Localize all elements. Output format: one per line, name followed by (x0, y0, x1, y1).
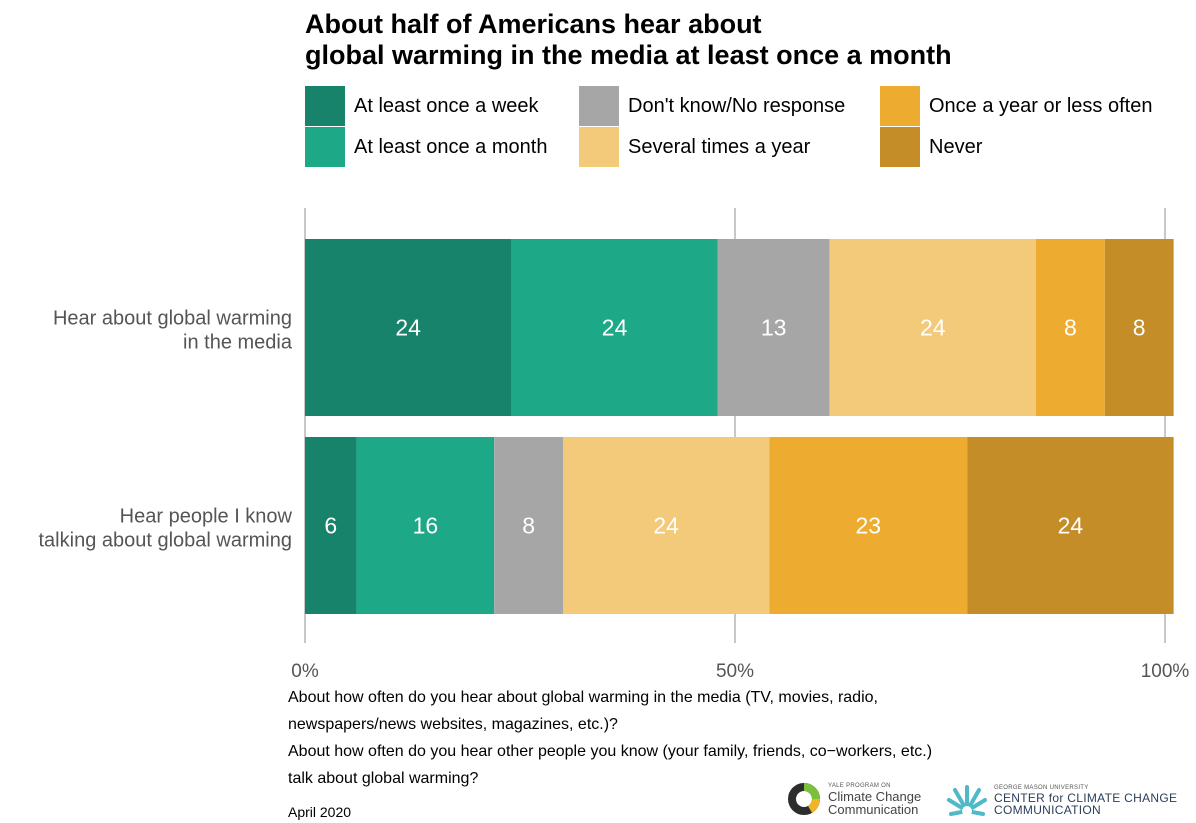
gmu-sunburst-icon (947, 785, 987, 816)
bar-value-label-1-4: 23 (856, 513, 882, 539)
x-tick-label-1: 50% (716, 661, 754, 682)
yale-logo-small: YALE PROGRAM ON (828, 783, 891, 789)
bar-value-label-0-3: 24 (920, 315, 946, 341)
bar-segment-0-4 (1036, 239, 1105, 416)
legend-item-weekly: At least once a week (305, 86, 539, 126)
chart-title: About half of Americans hear about globa… (305, 9, 952, 71)
category-label-0-line-2: in the media (183, 332, 293, 354)
note-line-1: About how often do you hear about global… (288, 689, 878, 706)
category-label-1-line-2: talking about global warming (39, 530, 293, 552)
bar-segment-0-5 (1104, 239, 1174, 416)
legend-label-once-a-year: Once a year or less often (929, 94, 1153, 117)
yale-logo-line1: Climate Change (828, 789, 922, 804)
bar-value-label-1-0: 6 (324, 513, 337, 539)
legend-item-several-times: Several times a year (579, 127, 810, 167)
category-label-1-line-1: Hear people I know (120, 506, 293, 528)
legend-swatch-never (880, 127, 920, 167)
legend-label-several-times: Several times a year (628, 135, 811, 158)
survey-date: April 2020 (288, 804, 352, 820)
bar-segment-0-2 (717, 239, 830, 416)
bar-value-label-1-5: 24 (1058, 513, 1084, 539)
chart-title-line-1: About half of Americans hear about (305, 9, 762, 39)
gmu-logo: GEORGE MASON UNIVERSITY CENTER for CLIMA… (946, 781, 1177, 819)
chart-title-line-2: global warming in the media at least onc… (305, 40, 952, 70)
x-tick-label-0: 0% (291, 661, 319, 682)
legend-label-dont-know: Don't know/No response (628, 94, 846, 117)
yale-logo: YALE PROGRAM ON Climate Change Communica… (786, 781, 921, 817)
bar-segment-1-4 (769, 437, 968, 614)
bar-value-label-0-2: 13 (761, 315, 787, 341)
bar-value-label-0-5: 8 (1133, 315, 1146, 341)
bar-segment-1-0 (305, 437, 357, 614)
legend-swatch-monthly (305, 127, 345, 167)
bar-value-label-0-4: 8 (1064, 315, 1077, 341)
bar-segment-1-3 (563, 437, 770, 614)
legend-item-monthly: At least once a month (305, 127, 547, 167)
legend-swatch-once-a-year (880, 86, 920, 126)
legend-label-weekly: At least once a week (354, 94, 539, 117)
note-line-4: talk about global warming? (288, 770, 479, 787)
gmu-logo-line1: CENTER for CLIMATE CHANGE (994, 791, 1178, 805)
bar-value-label-1-3: 24 (653, 513, 679, 539)
gmu-logo-small: GEORGE MASON UNIVERSITY (994, 785, 1089, 791)
bar-value-label-0-1: 24 (602, 315, 628, 341)
note-line-2: newspapers/news websites, magazines, etc… (288, 716, 618, 733)
bar-segment-1-5 (967, 437, 1174, 614)
bar-segment-1-1 (356, 437, 495, 614)
legend-label-monthly: At least once a month (354, 135, 548, 158)
legend-item-once-a-year: Once a year or less often (880, 86, 1152, 126)
bar-segment-0-3 (829, 239, 1036, 416)
x-tick-label-2: 100% (1141, 661, 1190, 682)
bar-segment-0-0 (305, 239, 512, 416)
legend-swatch-several-times (579, 127, 619, 167)
gmu-logo-line2: COMMUNICATION (994, 803, 1102, 817)
legend-swatch-weekly (305, 86, 345, 126)
legend-item-dont-know: Don't know/No response (579, 86, 845, 126)
bar-segment-1-2 (494, 437, 563, 614)
legend-item-never: Never (880, 127, 982, 167)
bar-value-label-1-1: 16 (413, 513, 439, 539)
yale-ring-icon (788, 783, 821, 815)
category-label-0-line-1: Hear about global warming (53, 308, 292, 330)
bar-value-label-0-0: 24 (395, 315, 421, 341)
note-line-3: About how often do you hear other people… (288, 743, 933, 760)
legend-label-never: Never (929, 135, 983, 158)
bar-segment-0-1 (511, 239, 718, 416)
yale-logo-text: YALE PROGRAM ON Climate Change Communica… (828, 782, 921, 816)
bar-value-label-1-2: 8 (522, 513, 535, 539)
yale-logo-line2: Communication (828, 802, 919, 817)
legend-swatch-dont-know (579, 86, 619, 126)
gmu-logo-text: GEORGE MASON UNIVERSITY CENTER for CLIMA… (994, 784, 1177, 816)
